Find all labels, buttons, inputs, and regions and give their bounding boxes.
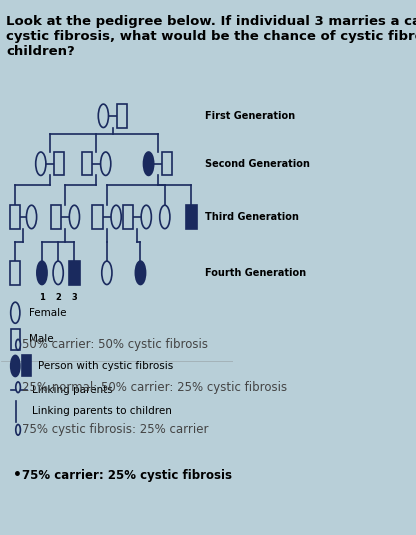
Text: 25% normal: 50% carrier: 25% cystic fibrosis: 25% normal: 50% carrier: 25% cystic fibr…	[22, 381, 287, 394]
FancyBboxPatch shape	[123, 205, 133, 228]
Text: Look at the pedigree below. If individual 3 marries a carrier for
cystic fibrosi: Look at the pedigree below. If individua…	[6, 14, 416, 58]
Circle shape	[101, 152, 111, 175]
Circle shape	[16, 339, 20, 350]
Circle shape	[37, 261, 47, 285]
Text: 75% cystic fibrosis: 25% carrier: 75% cystic fibrosis: 25% carrier	[22, 423, 209, 437]
Text: Linking parents: Linking parents	[32, 385, 112, 395]
Circle shape	[98, 104, 109, 127]
Text: Second Generation: Second Generation	[206, 159, 310, 169]
FancyBboxPatch shape	[22, 355, 31, 377]
Text: 1: 1	[39, 293, 45, 302]
Text: Person with cystic fibrosis: Person with cystic fibrosis	[38, 361, 173, 371]
Circle shape	[144, 152, 154, 175]
Text: Female: Female	[29, 308, 67, 318]
Circle shape	[16, 382, 20, 393]
FancyBboxPatch shape	[117, 104, 127, 127]
Circle shape	[160, 205, 170, 228]
Text: •: •	[13, 468, 22, 482]
Circle shape	[53, 261, 63, 285]
Circle shape	[27, 205, 37, 228]
FancyBboxPatch shape	[162, 152, 172, 175]
FancyBboxPatch shape	[11, 329, 20, 350]
FancyBboxPatch shape	[92, 205, 103, 228]
Circle shape	[135, 261, 146, 285]
Text: 3: 3	[72, 293, 77, 302]
FancyBboxPatch shape	[186, 205, 197, 228]
Text: 75% carrier: 25% cystic fibrosis: 75% carrier: 25% cystic fibrosis	[22, 469, 232, 482]
FancyBboxPatch shape	[82, 152, 92, 175]
Circle shape	[36, 152, 46, 175]
Text: Fourth Generation: Fourth Generation	[206, 268, 307, 278]
Text: Third Generation: Third Generation	[206, 212, 299, 222]
Text: 2: 2	[55, 293, 61, 302]
FancyBboxPatch shape	[54, 152, 64, 175]
FancyBboxPatch shape	[10, 261, 20, 285]
Circle shape	[11, 302, 20, 323]
Text: First Generation: First Generation	[206, 111, 295, 121]
Text: Linking parents to children: Linking parents to children	[32, 406, 171, 416]
Text: 50% carrier: 50% cystic fibrosis: 50% carrier: 50% cystic fibrosis	[22, 338, 208, 351]
FancyBboxPatch shape	[51, 205, 61, 228]
Circle shape	[141, 205, 151, 228]
Text: Male: Male	[29, 334, 54, 345]
Circle shape	[16, 424, 20, 435]
FancyBboxPatch shape	[69, 261, 79, 285]
FancyBboxPatch shape	[10, 205, 20, 228]
Circle shape	[11, 355, 20, 377]
Circle shape	[111, 205, 121, 228]
Circle shape	[69, 205, 79, 228]
Circle shape	[102, 261, 112, 285]
